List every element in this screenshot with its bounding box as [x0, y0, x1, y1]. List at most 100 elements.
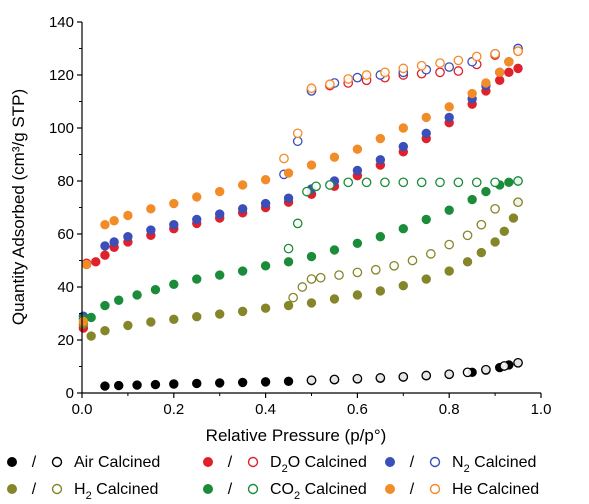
adsorption-point: [494, 67, 505, 78]
desorption-point: [444, 62, 455, 72]
desorption-point: [306, 274, 317, 284]
adsorption-point: [421, 274, 431, 284]
legend-item: / D2O Calcined: [203, 454, 367, 475]
desorption-point: [343, 74, 354, 84]
desorption-point: [370, 264, 381, 275]
legend-label-rest: Calcined: [92, 481, 159, 498]
adsorption-point: [329, 152, 340, 162]
desorption-point: [513, 46, 523, 57]
adsorption-point: [375, 231, 386, 242]
legend-label: Air Calcined: [74, 454, 160, 471]
desorption-point: [380, 177, 390, 188]
adsorption-point: [398, 224, 408, 234]
adsorption-point: [444, 112, 454, 123]
adsorption-point: [123, 320, 133, 331]
adsorption-point: [132, 290, 142, 300]
adsorption-point: [150, 379, 161, 390]
desorption-point: [375, 373, 386, 383]
desorption-point: [490, 177, 500, 188]
adsorption-point: [467, 194, 477, 205]
x-axis-title: Relative Pressure (p/p°): [206, 426, 387, 445]
desorption-point: [292, 128, 303, 139]
desorption-point: [306, 83, 317, 94]
desorption-point: [329, 374, 340, 385]
plot-area: [78, 43, 523, 391]
adsorption-point: [375, 286, 386, 296]
desorption-point: [311, 181, 321, 192]
y-axis-title: Quantity Adsorbed (cm³/g STP): [9, 89, 28, 325]
adsorption-point: [444, 102, 454, 112]
legend-label: He Calcined: [452, 481, 539, 498]
adsorption-point: [352, 144, 363, 154]
legend-label: D2O Calcined: [270, 454, 367, 475]
desorption-point: [513, 357, 523, 368]
adsorption-point: [100, 300, 110, 311]
adsorption-point: [114, 295, 124, 305]
adsorption-point: [169, 379, 179, 389]
adsorption-point: [114, 380, 124, 391]
x-tick-label: 0.8: [439, 401, 460, 418]
legend-label-main: D: [270, 454, 282, 471]
adsorption-point: [375, 133, 386, 144]
legend: / Air Calcined / D2O Calcined / N2 Calcined / H…: [7, 454, 539, 502]
adsorption-point: [86, 312, 96, 323]
desorption-point: [471, 177, 482, 188]
adsorption-point: [78, 316, 89, 327]
desorption-point: [407, 255, 418, 266]
desorption-point: [398, 371, 409, 382]
adsorption-point: [237, 204, 248, 214]
adsorption-point: [215, 309, 225, 319]
desorption-point: [490, 48, 500, 59]
desorption-point: [283, 243, 294, 254]
adsorption-point: [146, 225, 156, 235]
legend-open-marker: [247, 483, 259, 495]
legend-separator: /: [228, 454, 233, 471]
desorption-point: [361, 70, 372, 80]
legend-open-marker: [51, 483, 63, 495]
adsorption-point: [352, 238, 363, 248]
desorption-point: [444, 369, 455, 380]
desorption-point: [325, 79, 335, 90]
adsorption-point: [283, 168, 294, 178]
legend-separator: /: [228, 481, 233, 498]
legend-label-rest: Calcined: [470, 454, 537, 471]
adsorption-point: [237, 266, 248, 276]
adsorption-point: [504, 67, 514, 78]
adsorption-point: [490, 237, 500, 247]
adsorption-point: [260, 174, 271, 185]
desorption-point: [398, 177, 409, 188]
legend-filled-marker: [7, 484, 17, 494]
legend-label-main: H: [74, 481, 86, 498]
desorption-point: [288, 292, 298, 303]
legend-item: / Air Calcined: [7, 454, 160, 471]
legend-label-rest: Calcined: [300, 481, 367, 498]
adsorption-point: [260, 198, 271, 209]
desorption-point: [453, 55, 464, 66]
desorption-point: [306, 375, 317, 386]
legend-separator: /: [32, 454, 37, 471]
legend-label-subscript: 2: [294, 490, 300, 502]
desorption-point: [444, 239, 455, 250]
adsorption-point: [109, 237, 119, 247]
desorption-point: [481, 364, 491, 375]
adsorption-point: [215, 270, 225, 280]
adsorption-point: [467, 88, 477, 99]
y-tick-label: 100: [49, 120, 74, 137]
desorption-point: [279, 153, 289, 164]
adsorption-point: [508, 213, 519, 223]
adsorption-point: [123, 231, 133, 242]
desorption-point: [462, 230, 473, 241]
adsorption-point: [306, 251, 317, 262]
adsorption-point: [481, 78, 491, 88]
desorption-point: [435, 177, 445, 188]
adsorption-point: [169, 279, 179, 290]
x-tick-label: 0.4: [255, 401, 276, 418]
desorption-point: [292, 136, 303, 147]
adsorption-point: [169, 220, 179, 230]
adsorption-point: [504, 177, 514, 188]
legend-item: / H2 Calcined: [7, 481, 159, 502]
legend-separator: /: [32, 481, 37, 498]
adsorption-point: [192, 214, 202, 225]
legend-item: / N2 Calcined: [385, 454, 537, 475]
legend-filled-marker: [385, 484, 395, 494]
